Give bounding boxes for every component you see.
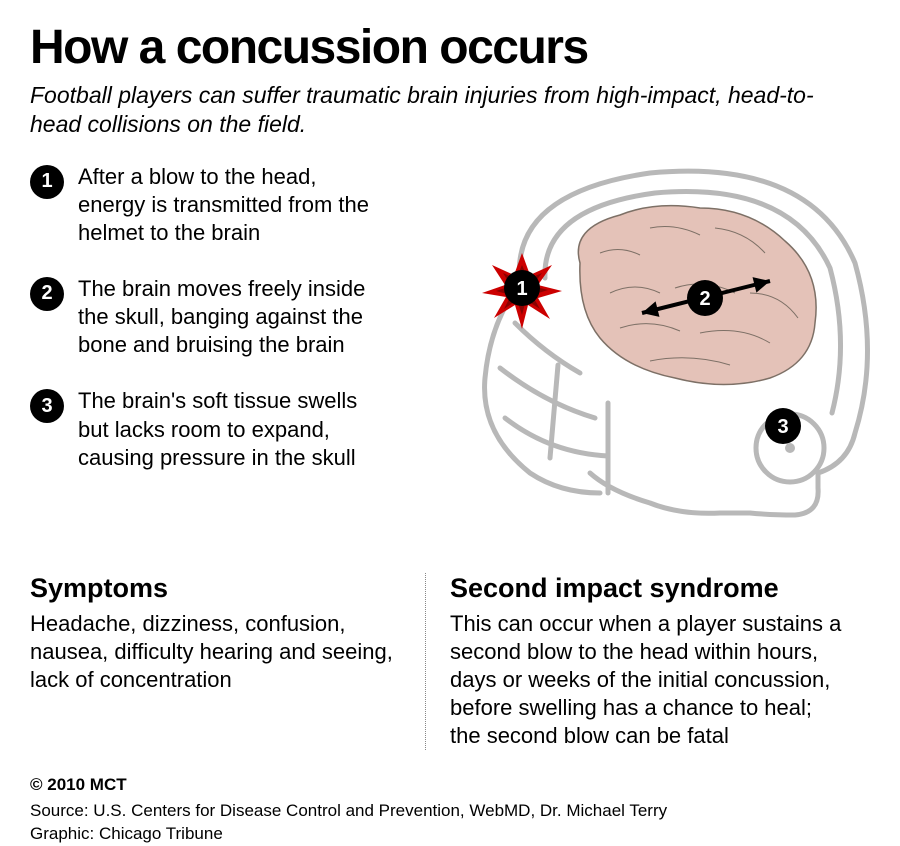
bottom-row: Symptoms Headache, dizziness, confusion,… — [30, 573, 870, 751]
source-text: Source: U.S. Centers for Disease Control… — [30, 800, 870, 823]
main-content: 1 After a blow to the head, energy is tr… — [30, 163, 870, 543]
svg-text:3: 3 — [777, 416, 788, 438]
steps-column: 1 After a blow to the head, energy is tr… — [30, 163, 420, 543]
svg-text:2: 2 — [699, 288, 710, 310]
second-impact-section: Second impact syndrome This can occur wh… — [425, 573, 870, 751]
step-1-marker: 1 — [30, 165, 64, 199]
svg-text:1: 1 — [516, 278, 527, 300]
symptoms-body: Headache, dizziness, confusion, nausea, … — [30, 610, 401, 694]
second-impact-heading: Second impact syndrome — [450, 573, 846, 604]
helmet-brain-illustration: 1 2 3 — [450, 153, 890, 563]
symptoms-section: Symptoms Headache, dizziness, confusion,… — [30, 573, 425, 751]
footer: © 2010 MCT Source: U.S. Centers for Dise… — [30, 774, 870, 846]
step-2: 2 The brain moves freely inside the skul… — [30, 275, 420, 359]
page-title: How a concussion occurs — [30, 20, 870, 75]
graphic-credit: Graphic: Chicago Tribune — [30, 823, 870, 846]
step-1-text: After a blow to the head, energy is tran… — [78, 163, 388, 247]
symptoms-heading: Symptoms — [30, 573, 401, 604]
step-2-marker: 2 — [30, 277, 64, 311]
step-3: 3 The brain's soft tissue swells but lac… — [30, 387, 420, 471]
copyright-text: © 2010 MCT — [30, 774, 870, 797]
subtitle: Football players can suffer traumatic br… — [30, 81, 850, 139]
step-3-marker: 3 — [30, 389, 64, 423]
step-2-text: The brain moves freely inside the skull,… — [78, 275, 388, 359]
step-3-text: The brain's soft tissue swells but lacks… — [78, 387, 388, 471]
step-1: 1 After a blow to the head, energy is tr… — [30, 163, 420, 247]
second-impact-body: This can occur when a player sustains a … — [450, 610, 846, 751]
